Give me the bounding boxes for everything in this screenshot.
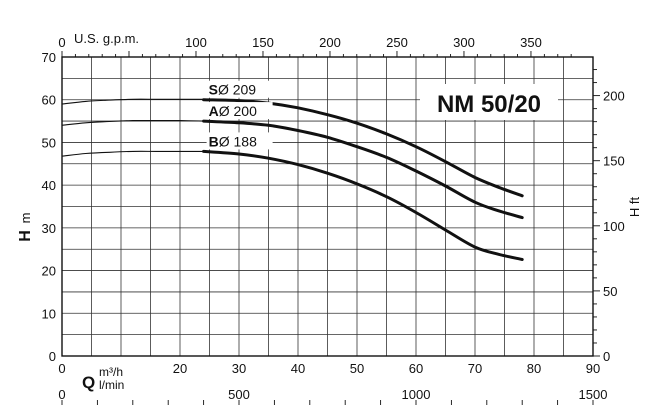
y-tick-label: 30 bbox=[42, 221, 56, 236]
lmin-tick-label: 1500 bbox=[579, 387, 608, 402]
curves bbox=[61, 98, 524, 261]
x-tick-label: 90 bbox=[586, 361, 600, 376]
curve-name-a: A bbox=[209, 103, 219, 119]
curve-diameter-a: Ø 200 bbox=[219, 103, 257, 119]
right-tick-label: 0 bbox=[603, 349, 610, 364]
top-tick-label: 100 bbox=[185, 35, 207, 50]
curve-s-extension bbox=[61, 98, 204, 105]
y-tick-label: 20 bbox=[42, 264, 56, 279]
curve-diameter-b: Ø 188 bbox=[219, 133, 257, 149]
x-tick-label: 30 bbox=[232, 361, 246, 376]
top-tick-label: 150 bbox=[252, 35, 274, 50]
y-tick-label: 70 bbox=[42, 50, 56, 65]
curve-label-a: AØ 200 bbox=[209, 103, 257, 119]
x-tick-label: 60 bbox=[409, 361, 423, 376]
curve-name-s: S bbox=[209, 82, 218, 98]
x-axis-unit-top: m³/h bbox=[99, 365, 123, 379]
curve-label-s: SØ 209 bbox=[209, 82, 257, 98]
y-tick-label: 40 bbox=[42, 178, 56, 193]
curve-name-b: B bbox=[209, 133, 219, 149]
curve-b-extension bbox=[61, 150, 204, 157]
curve-a bbox=[202, 119, 524, 220]
x-tick-label: 50 bbox=[350, 361, 364, 376]
curve-diameter-s: Ø 209 bbox=[218, 82, 256, 98]
tick-marks bbox=[61, 51, 600, 405]
right-tick-label: 200 bbox=[603, 89, 625, 104]
x-tick-label: 70 bbox=[468, 361, 482, 376]
right-tick-label: 100 bbox=[603, 219, 625, 234]
x-tick-label: 80 bbox=[527, 361, 541, 376]
lmin-tick-label: 500 bbox=[228, 387, 250, 402]
curve-label-bg-a bbox=[206, 102, 273, 120]
x-tick-label: 20 bbox=[173, 361, 187, 376]
y-tick-label: 60 bbox=[42, 93, 56, 108]
top-tick-label: 250 bbox=[386, 35, 408, 50]
top-tick-label: 200 bbox=[319, 35, 341, 50]
lmin-tick-label: 0 bbox=[58, 387, 65, 402]
curve-label-b: BØ 188 bbox=[209, 133, 257, 149]
x-axis-unit-bottom: l/min bbox=[99, 378, 124, 392]
x-tick-label: 0 bbox=[58, 361, 65, 376]
chart-title: NM 50/20 bbox=[437, 91, 541, 118]
top-tick-label: 0 bbox=[58, 35, 65, 50]
left-axis-label: H bbox=[17, 230, 34, 242]
curve-label-bg-s bbox=[206, 80, 273, 98]
left-axis-unit: m bbox=[18, 213, 33, 224]
curve-a-extension bbox=[61, 120, 204, 126]
curve-label-bg-b bbox=[206, 132, 273, 150]
x-axis-label: Q bbox=[82, 373, 95, 392]
y-tick-label: 0 bbox=[49, 349, 56, 364]
right-axis-label: H ft bbox=[627, 197, 642, 218]
plot-frame bbox=[61, 56, 594, 357]
top-tick-label: 300 bbox=[453, 35, 475, 50]
curve-b bbox=[202, 149, 524, 261]
x-tick-label: 40 bbox=[291, 361, 305, 376]
right-tick-label: 50 bbox=[603, 284, 617, 299]
y-tick-label: 10 bbox=[42, 306, 56, 321]
top-axis-label: U.S. g.p.m. bbox=[74, 31, 139, 46]
y-tick-label: 50 bbox=[42, 135, 56, 150]
right-tick-label: 150 bbox=[603, 154, 625, 169]
lmin-tick-label: 1000 bbox=[402, 387, 431, 402]
top-tick-label: 350 bbox=[520, 35, 542, 50]
title-box bbox=[420, 84, 558, 120]
